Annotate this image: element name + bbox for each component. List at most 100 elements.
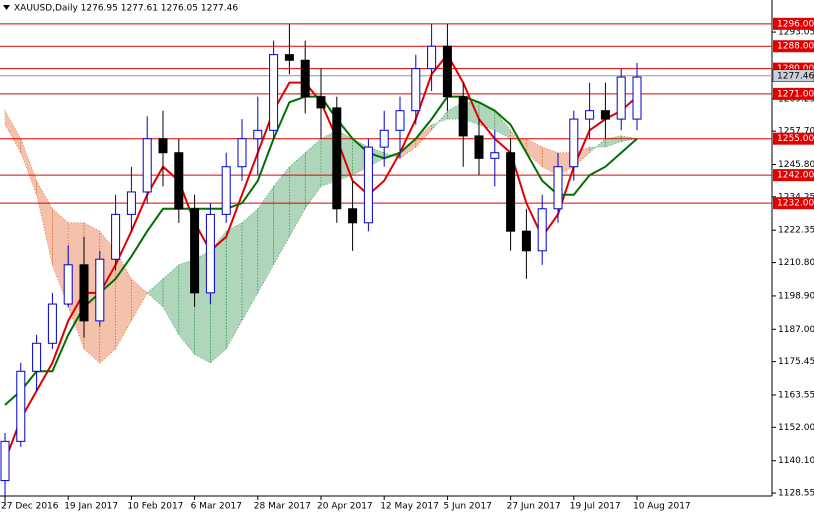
y-tick-label: 1128.55 (778, 489, 814, 499)
x-tick-label: 28 Mar 2017 (254, 502, 311, 512)
candle-body (411, 68, 421, 112)
cloud-segment (257, 185, 274, 294)
y-tick-label: 1257.70 (778, 127, 814, 137)
candle-body (537, 208, 547, 252)
candle-body (521, 230, 531, 252)
candle-body (600, 110, 610, 120)
candle-body (126, 191, 136, 215)
x-tick-label: 6 Mar 2017 (191, 502, 242, 512)
plot-area (0, 23, 772, 506)
level-label: 1271.00 (777, 89, 814, 99)
x-tick-label: 5 Jun 2017 (443, 502, 491, 512)
level-label-box (773, 62, 814, 75)
cloud-segment (162, 264, 180, 337)
candle-body (253, 129, 263, 140)
y-tick-label: 1198.90 (778, 291, 814, 301)
candle-body (32, 342, 42, 372)
cloud-segment (289, 152, 306, 238)
candle-body (332, 107, 342, 210)
cloud-segment (4, 109, 22, 154)
x-tick-label: 10 Feb 2017 (127, 502, 183, 512)
candle-body (490, 152, 500, 159)
cloud-segment (415, 124, 432, 148)
candle-body (348, 208, 358, 224)
candle-body (79, 264, 89, 322)
candle-body (569, 118, 579, 168)
y-tick-label: 1293.05 (778, 28, 814, 38)
candle-body (395, 110, 405, 131)
level-label: 1232.00 (777, 199, 814, 209)
level-label: 1296.00 (777, 19, 814, 29)
current-price-box (772, 69, 814, 83)
y-tick-label: 1140.10 (778, 456, 814, 466)
candle-body (205, 213, 215, 294)
x-tick-label: 19 Jul 2017 (570, 502, 621, 512)
level-label: 1288.00 (777, 42, 814, 52)
candle-body (111, 213, 121, 260)
candle-body (174, 152, 184, 210)
x-tick-label: 19 Jan 2017 (64, 502, 118, 512)
cloud-segment (20, 138, 37, 195)
candle-body (190, 208, 200, 294)
level-label-box (773, 169, 814, 182)
x-tick-label: 10 Aug 2017 (633, 502, 691, 512)
candle-body (269, 54, 279, 131)
candle-body (316, 96, 326, 109)
cloud-segment (36, 179, 53, 265)
candle-body (158, 138, 168, 154)
candle-body (63, 264, 73, 305)
candle-body (585, 110, 595, 120)
symbol-menu-icon (3, 5, 10, 10)
y-tick-label: 1222.35 (778, 226, 814, 236)
level-label: 1255.00 (777, 134, 814, 144)
cloud-segment (304, 138, 322, 210)
candle-body (616, 76, 626, 120)
candle-body (474, 135, 484, 159)
candle-body (427, 45, 437, 70)
x-tick-label: 12 May 2017 (380, 502, 439, 512)
x-tick-label: 27 Dec 2016 (1, 502, 59, 512)
cloud-segment (526, 138, 543, 168)
candle-body (300, 59, 310, 98)
level-label: 1280.00 (777, 64, 814, 74)
candle-body (506, 152, 516, 232)
y-tick-label: 1175.45 (778, 357, 814, 367)
candle-body (458, 96, 468, 137)
y-tick-label: 1163.55 (778, 390, 814, 400)
candle-body (553, 166, 563, 210)
y-tick-label: 1187.00 (778, 325, 814, 335)
cloud-segment (431, 109, 448, 132)
candle-body (442, 45, 452, 98)
candle-body (16, 370, 26, 442)
y-tick-label: 1245.80 (778, 160, 814, 170)
candle-body (632, 76, 642, 120)
cloud-segment (273, 165, 290, 266)
candle-body (142, 138, 152, 193)
x-tick-label: 20 Apr 2017 (317, 502, 373, 512)
level-label-box (773, 87, 814, 100)
level-label: 1242.00 (777, 171, 814, 181)
candle-body (363, 146, 373, 224)
candle-body (284, 54, 294, 61)
cloud-segment (131, 278, 148, 323)
cloud-segment (225, 222, 243, 351)
level-label-box (773, 40, 814, 53)
cloud-segment (146, 278, 164, 308)
level-label-box (773, 17, 814, 30)
y-tick-label: 1210.80 (778, 258, 814, 268)
x-tick-label: 27 Jun 2017 (507, 502, 561, 512)
candle-body (47, 303, 57, 344)
y-tick-label: 1152.00 (778, 423, 814, 433)
candle-body (379, 129, 389, 148)
chart-header: XAUUSD,Daily 1276.95 1277.61 1276.05 127… (14, 4, 238, 14)
cloud-segment (115, 249, 132, 351)
current-price-label: 1277.46 (777, 71, 814, 81)
candle-body (0, 440, 10, 482)
level-label-box (773, 132, 814, 145)
candle-body (221, 166, 231, 215)
candle-body (237, 138, 247, 168)
candle-body (95, 258, 105, 322)
level-label-box (773, 197, 814, 210)
